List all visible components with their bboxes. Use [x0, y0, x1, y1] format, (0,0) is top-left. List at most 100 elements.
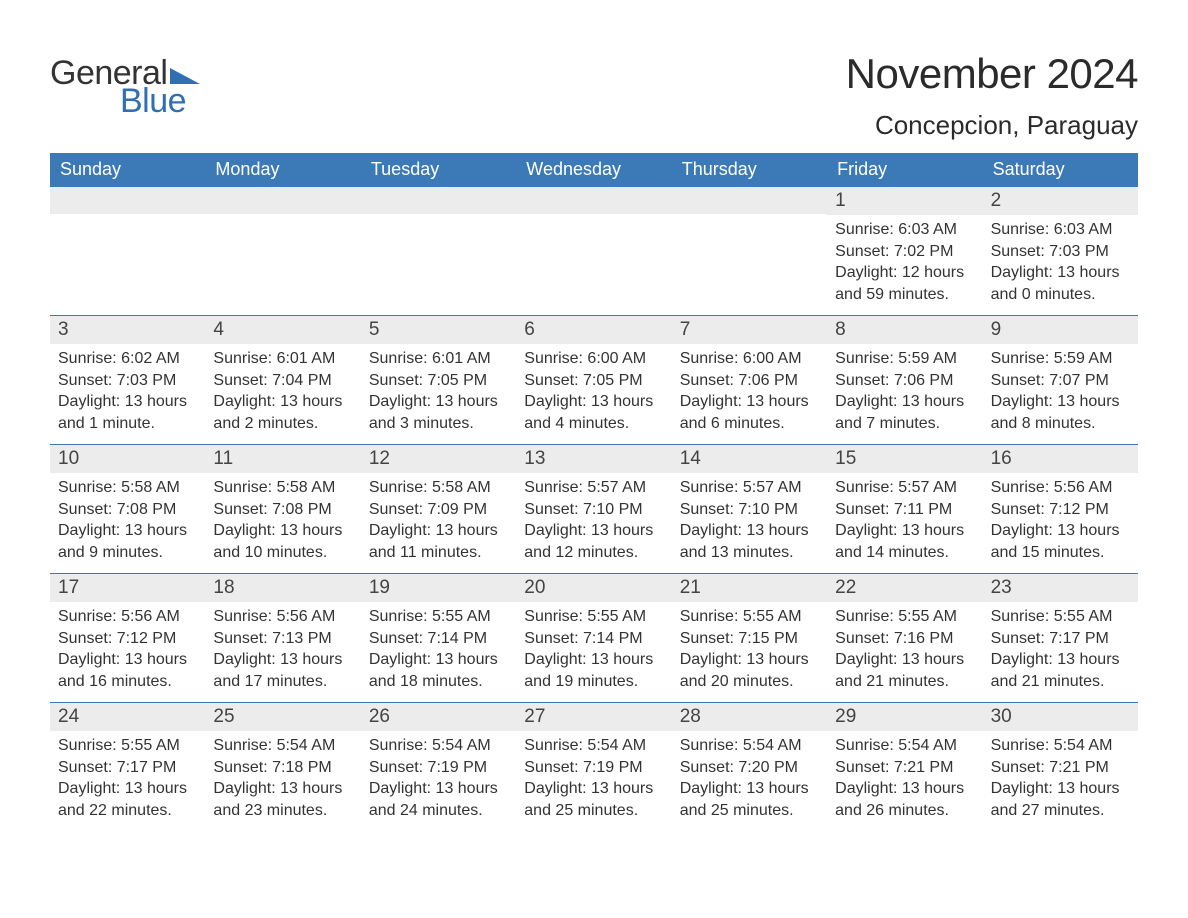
day-of-week-cell: Tuesday: [361, 153, 516, 187]
day-number: 27: [516, 703, 671, 731]
daylight-text: Daylight: 12 hours and 59 minutes.: [835, 262, 974, 305]
sunset-text: Sunset: 7:21 PM: [991, 757, 1130, 779]
sunrise-text: Sunrise: 5:55 AM: [680, 606, 819, 628]
sunrise-text: Sunrise: 5:56 AM: [213, 606, 352, 628]
day-number: 19: [361, 574, 516, 602]
sunset-text: Sunset: 7:14 PM: [524, 628, 663, 650]
sunset-text: Sunset: 7:21 PM: [835, 757, 974, 779]
sunrise-text: Sunrise: 6:01 AM: [213, 348, 352, 370]
calendar-week: 24Sunrise: 5:55 AMSunset: 7:17 PMDayligh…: [50, 702, 1138, 831]
day-number: 7: [672, 316, 827, 344]
sunrise-text: Sunrise: 5:57 AM: [835, 477, 974, 499]
day-details: Sunrise: 6:01 AMSunset: 7:05 PMDaylight:…: [361, 344, 516, 440]
sunset-text: Sunset: 7:05 PM: [369, 370, 508, 392]
day-number: 5: [361, 316, 516, 344]
daylight-text: Daylight: 13 hours and 22 minutes.: [58, 778, 197, 821]
sunset-text: Sunset: 7:08 PM: [213, 499, 352, 521]
daylight-text: Daylight: 13 hours and 21 minutes.: [835, 649, 974, 692]
daylight-text: Daylight: 13 hours and 13 minutes.: [680, 520, 819, 563]
daylight-text: Daylight: 13 hours and 8 minutes.: [991, 391, 1130, 434]
day-number: 13: [516, 445, 671, 473]
day-details: Sunrise: 5:54 AMSunset: 7:19 PMDaylight:…: [361, 731, 516, 827]
day-details: Sunrise: 5:54 AMSunset: 7:20 PMDaylight:…: [672, 731, 827, 827]
calendar-day-cell: 28Sunrise: 5:54 AMSunset: 7:20 PMDayligh…: [672, 703, 827, 831]
calendar-day-cell: 8Sunrise: 5:59 AMSunset: 7:06 PMDaylight…: [827, 316, 982, 444]
day-number: 21: [672, 574, 827, 602]
day-of-week-cell: Wednesday: [516, 153, 671, 187]
calendar-day-cell: 23Sunrise: 5:55 AMSunset: 7:17 PMDayligh…: [983, 574, 1138, 702]
sunset-text: Sunset: 7:17 PM: [58, 757, 197, 779]
sunrise-text: Sunrise: 6:00 AM: [680, 348, 819, 370]
day-details: Sunrise: 6:02 AMSunset: 7:03 PMDaylight:…: [50, 344, 205, 440]
day-details: Sunrise: 5:55 AMSunset: 7:14 PMDaylight:…: [361, 602, 516, 698]
sunset-text: Sunset: 7:06 PM: [835, 370, 974, 392]
title-block: November 2024 Concepcion, Paraguay: [846, 50, 1138, 141]
day-of-week-cell: Friday: [827, 153, 982, 187]
day-details: Sunrise: 5:57 AMSunset: 7:10 PMDaylight:…: [672, 473, 827, 569]
calendar-day-cell: 19Sunrise: 5:55 AMSunset: 7:14 PMDayligh…: [361, 574, 516, 702]
calendar-day-cell: 9Sunrise: 5:59 AMSunset: 7:07 PMDaylight…: [983, 316, 1138, 444]
sunrise-text: Sunrise: 5:55 AM: [58, 735, 197, 757]
day-details: Sunrise: 5:58 AMSunset: 7:08 PMDaylight:…: [50, 473, 205, 569]
day-details: Sunrise: 6:00 AMSunset: 7:05 PMDaylight:…: [516, 344, 671, 440]
day-details: Sunrise: 5:54 AMSunset: 7:19 PMDaylight:…: [516, 731, 671, 827]
day-details: Sunrise: 5:57 AMSunset: 7:10 PMDaylight:…: [516, 473, 671, 569]
sunset-text: Sunset: 7:05 PM: [524, 370, 663, 392]
sunset-text: Sunset: 7:19 PM: [369, 757, 508, 779]
daylight-text: Daylight: 13 hours and 27 minutes.: [991, 778, 1130, 821]
sunrise-text: Sunrise: 5:54 AM: [524, 735, 663, 757]
daylight-text: Daylight: 13 hours and 21 minutes.: [991, 649, 1130, 692]
calendar-day-cell: [672, 187, 827, 315]
header: General Blue November 2024 Concepcion, P…: [50, 50, 1138, 141]
calendar: SundayMondayTuesdayWednesdayThursdayFrid…: [50, 153, 1138, 831]
day-number: 3: [50, 316, 205, 344]
sunrise-text: Sunrise: 5:57 AM: [524, 477, 663, 499]
sunset-text: Sunset: 7:10 PM: [524, 499, 663, 521]
day-number: 22: [827, 574, 982, 602]
calendar-day-cell: 15Sunrise: 5:57 AMSunset: 7:11 PMDayligh…: [827, 445, 982, 573]
calendar-day-cell: 18Sunrise: 5:56 AMSunset: 7:13 PMDayligh…: [205, 574, 360, 702]
daylight-text: Daylight: 13 hours and 18 minutes.: [369, 649, 508, 692]
sunrise-text: Sunrise: 5:55 AM: [991, 606, 1130, 628]
calendar-day-cell: 21Sunrise: 5:55 AMSunset: 7:15 PMDayligh…: [672, 574, 827, 702]
sunset-text: Sunset: 7:13 PM: [213, 628, 352, 650]
day-number: [205, 187, 360, 214]
sunset-text: Sunset: 7:02 PM: [835, 241, 974, 263]
sunset-text: Sunset: 7:16 PM: [835, 628, 974, 650]
day-number: 25: [205, 703, 360, 731]
day-number: 23: [983, 574, 1138, 602]
calendar-day-cell: 20Sunrise: 5:55 AMSunset: 7:14 PMDayligh…: [516, 574, 671, 702]
sunrise-text: Sunrise: 5:54 AM: [991, 735, 1130, 757]
sunrise-text: Sunrise: 5:54 AM: [213, 735, 352, 757]
day-details: Sunrise: 5:58 AMSunset: 7:08 PMDaylight:…: [205, 473, 360, 569]
sunrise-text: Sunrise: 5:55 AM: [369, 606, 508, 628]
day-number: 11: [205, 445, 360, 473]
calendar-day-cell: 27Sunrise: 5:54 AMSunset: 7:19 PMDayligh…: [516, 703, 671, 831]
day-number: 12: [361, 445, 516, 473]
daylight-text: Daylight: 13 hours and 6 minutes.: [680, 391, 819, 434]
daylight-text: Daylight: 13 hours and 1 minute.: [58, 391, 197, 434]
sunset-text: Sunset: 7:12 PM: [991, 499, 1130, 521]
calendar-day-cell: 10Sunrise: 5:58 AMSunset: 7:08 PMDayligh…: [50, 445, 205, 573]
daylight-text: Daylight: 13 hours and 19 minutes.: [524, 649, 663, 692]
sunrise-text: Sunrise: 6:03 AM: [835, 219, 974, 241]
day-details: Sunrise: 5:56 AMSunset: 7:12 PMDaylight:…: [983, 473, 1138, 569]
sunrise-text: Sunrise: 6:01 AM: [369, 348, 508, 370]
day-number: 29: [827, 703, 982, 731]
daylight-text: Daylight: 13 hours and 25 minutes.: [680, 778, 819, 821]
calendar-day-cell: 29Sunrise: 5:54 AMSunset: 7:21 PMDayligh…: [827, 703, 982, 831]
day-number: [516, 187, 671, 214]
calendar-day-cell: 24Sunrise: 5:55 AMSunset: 7:17 PMDayligh…: [50, 703, 205, 831]
daylight-text: Daylight: 13 hours and 3 minutes.: [369, 391, 508, 434]
logo: General Blue: [50, 56, 200, 118]
day-details: Sunrise: 5:59 AMSunset: 7:07 PMDaylight:…: [983, 344, 1138, 440]
sunrise-text: Sunrise: 5:58 AM: [213, 477, 352, 499]
sunset-text: Sunset: 7:19 PM: [524, 757, 663, 779]
calendar-day-cell: 26Sunrise: 5:54 AMSunset: 7:19 PMDayligh…: [361, 703, 516, 831]
calendar-day-cell: 5Sunrise: 6:01 AMSunset: 7:05 PMDaylight…: [361, 316, 516, 444]
daylight-text: Daylight: 13 hours and 26 minutes.: [835, 778, 974, 821]
day-number: 17: [50, 574, 205, 602]
daylight-text: Daylight: 13 hours and 7 minutes.: [835, 391, 974, 434]
sunset-text: Sunset: 7:07 PM: [991, 370, 1130, 392]
day-number: 2: [983, 187, 1138, 215]
